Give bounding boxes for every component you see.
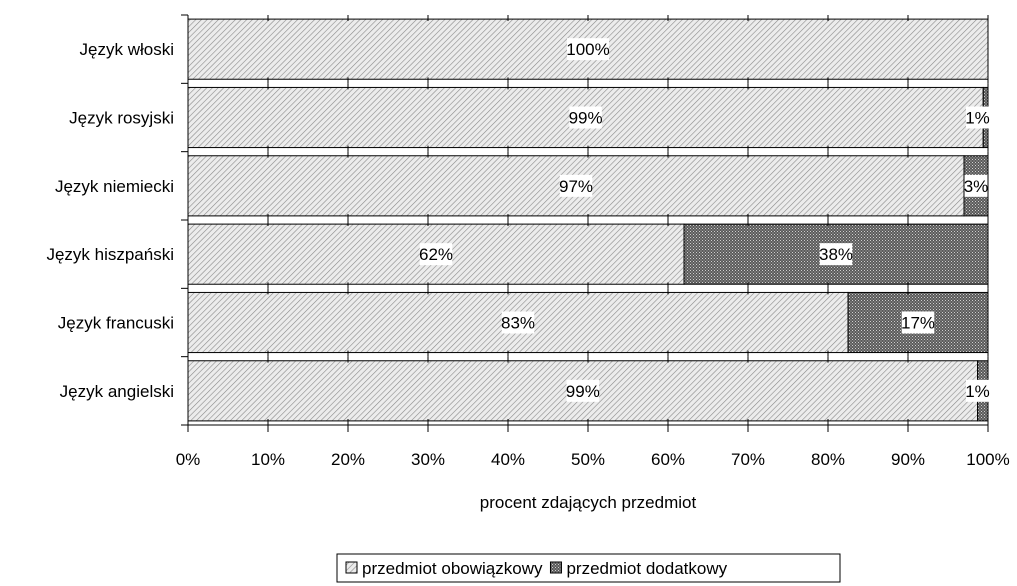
category-label: Język angielski bbox=[60, 382, 174, 401]
data-label-bg bbox=[569, 106, 602, 129]
data-label: 83% bbox=[501, 314, 535, 333]
labels-layer: 100% 99% 1% 97% 3% 62% 38% 83% 17% 99% 1% bbox=[419, 38, 990, 402]
data-label: 100% bbox=[566, 40, 609, 59]
legend-entry: przedmiot obowiązkowy bbox=[362, 559, 543, 578]
data-label-bg bbox=[966, 379, 989, 402]
data-label: 99% bbox=[569, 109, 603, 128]
axes-layer: Język włoski Język rosyjski Język niemieck… bbox=[46, 14, 1010, 469]
data-label: 97% bbox=[559, 177, 593, 196]
x-tick-label: 50% bbox=[571, 450, 605, 469]
data-label-bg bbox=[559, 174, 593, 197]
category-label: Język rosyjski bbox=[69, 109, 174, 128]
x-tick-label: 20% bbox=[331, 450, 365, 469]
x-tick-label: 90% bbox=[891, 450, 925, 469]
x-tick-label: 0% bbox=[176, 450, 201, 469]
x-tick-label: 60% bbox=[651, 450, 685, 469]
category-label: Język francuski bbox=[58, 314, 174, 333]
data-label: 1% bbox=[965, 109, 990, 128]
data-label-bg bbox=[901, 311, 935, 334]
x-tick-label: 70% bbox=[731, 450, 765, 469]
legend-swatch bbox=[549, 561, 562, 574]
legend-entry: przedmiot dodatkowy bbox=[566, 559, 727, 578]
data-label-bg bbox=[819, 243, 853, 266]
legend-swatch bbox=[345, 561, 358, 574]
data-label: 3% bbox=[964, 177, 989, 196]
category-label: Język włoski bbox=[80, 40, 174, 59]
data-label-bg bbox=[966, 106, 989, 129]
x-tick-label: 30% bbox=[411, 450, 445, 469]
data-label: 17% bbox=[901, 314, 935, 333]
x-axis-title: procent zdających przedmiot bbox=[480, 493, 697, 512]
data-label: 38% bbox=[819, 245, 853, 264]
data-label-bg bbox=[567, 38, 609, 61]
data-label-bg bbox=[501, 311, 535, 334]
data-label: 1% bbox=[965, 382, 990, 401]
x-tick-label: 80% bbox=[811, 450, 845, 469]
legend: przedmiot obowiązkowy przedmiot dodatkowy bbox=[336, 553, 841, 583]
legend-box bbox=[336, 553, 841, 583]
x-tick-label: 100% bbox=[966, 450, 1009, 469]
data-label-bg bbox=[419, 243, 453, 266]
data-label-bg bbox=[964, 174, 988, 197]
data-label: 99% bbox=[566, 382, 600, 401]
x-tick-label: 40% bbox=[491, 450, 525, 469]
data-label-bg bbox=[566, 379, 600, 402]
category-label: Język hiszpański bbox=[46, 245, 174, 264]
data-label: 62% bbox=[419, 245, 453, 264]
category-label: Język niemiecki bbox=[55, 177, 174, 196]
x-tick-label: 10% bbox=[251, 450, 285, 469]
